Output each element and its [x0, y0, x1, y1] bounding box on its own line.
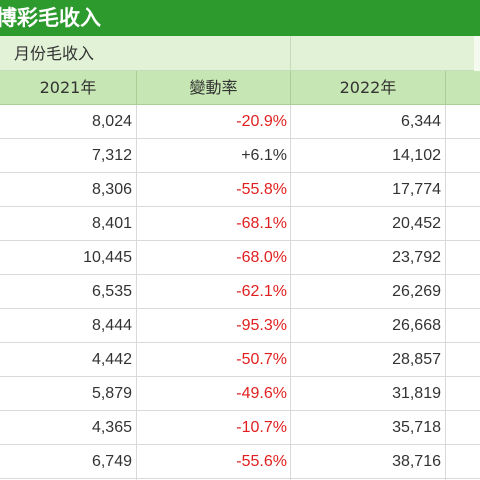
table-row: 6,535 -62.1% 26,269: [0, 275, 480, 309]
cell-2021: 7,312: [91, 147, 132, 164]
cell-2022: 31,819: [392, 385, 441, 402]
cell-change: -55.8%: [236, 181, 287, 198]
group-header-edge: [474, 36, 480, 71]
cell-2022: 14,102: [392, 147, 441, 164]
cell-change: -62.1%: [236, 283, 287, 300]
header-divider: [445, 71, 446, 105]
cell-change: -10.7%: [236, 419, 287, 436]
column-header-2021: 2021年: [39, 78, 97, 97]
table-row: 8,444 -95.3% 26,668: [0, 309, 480, 343]
cell-2022: 26,668: [392, 317, 441, 334]
table-body: 6,749 -55.6% 38,716 4,365 -10.7% 35,718 5,879 -…: [0, 105, 480, 480]
cell-change: -50.7%: [236, 351, 287, 368]
table-row: 6,749 -55.6% 38,716: [0, 445, 480, 479]
cell-2021: 6,535: [91, 283, 132, 300]
column-divider: [445, 105, 446, 480]
table-row: 8,024 -20.9% 6,344: [0, 105, 480, 139]
cell-2022: 38,716: [392, 453, 441, 470]
table-row: 7,312 +6.1% 14,102: [0, 139, 480, 173]
page-title: 博彩毛收入: [0, 6, 101, 30]
cell-change: -68.1%: [236, 215, 287, 232]
cell-change: -55.6%: [236, 453, 287, 470]
table-row: 8,401 -68.1% 20,452: [0, 207, 480, 241]
cell-2021: 5,879: [91, 385, 132, 402]
cell-2021: 8,024: [91, 113, 132, 130]
cell-change: -49.6%: [236, 385, 287, 402]
table-row: 10,445 -68.0% 23,792: [0, 241, 480, 275]
table-row: 4,442 -50.7% 28,857: [0, 343, 480, 377]
column-divider: [136, 105, 137, 480]
group-header-label: 月份毛收入: [14, 44, 95, 63]
cell-2022: 35,718: [392, 419, 441, 436]
cell-2022: 17,774: [392, 181, 441, 198]
cell-2022: 26,269: [392, 283, 441, 300]
column-header-change: 變動率: [189, 78, 238, 97]
cell-2022: 23,792: [392, 249, 441, 266]
cell-2021: 6,749: [91, 453, 132, 470]
cell-2022: 6,344: [400, 113, 441, 130]
cell-change: -95.3%: [236, 317, 287, 334]
column-divider: [290, 105, 291, 480]
table-row: 8,306 -55.8% 17,774: [0, 173, 480, 207]
cell-2021: 8,444: [91, 317, 132, 334]
column-header-row: 2021年 變動率 2022年: [0, 71, 480, 105]
group-divider: [290, 36, 291, 71]
cell-change: +6.1%: [241, 147, 287, 164]
header-divider: [290, 71, 291, 105]
cell-2021: 4,442: [91, 351, 132, 368]
cell-change: -20.9%: [236, 113, 287, 130]
cell-2021: 8,401: [91, 215, 132, 232]
table-row: 4,365 -10.7% 35,718: [0, 411, 480, 445]
cell-2022: 28,857: [392, 351, 441, 368]
group-header-row: 月份毛收入: [0, 36, 480, 71]
cell-change: -68.0%: [236, 249, 287, 266]
cell-2021: 10,445: [83, 249, 132, 266]
cell-2021: 8,306: [91, 181, 132, 198]
table-row: 5,879 -49.6% 31,819: [0, 377, 480, 411]
title-bar: 博彩毛收入: [0, 0, 480, 36]
header-divider: [136, 71, 137, 105]
column-header-2022: 2022年: [339, 78, 397, 97]
cell-2021: 4,365: [91, 419, 132, 436]
cell-2022: 20,452: [392, 215, 441, 232]
